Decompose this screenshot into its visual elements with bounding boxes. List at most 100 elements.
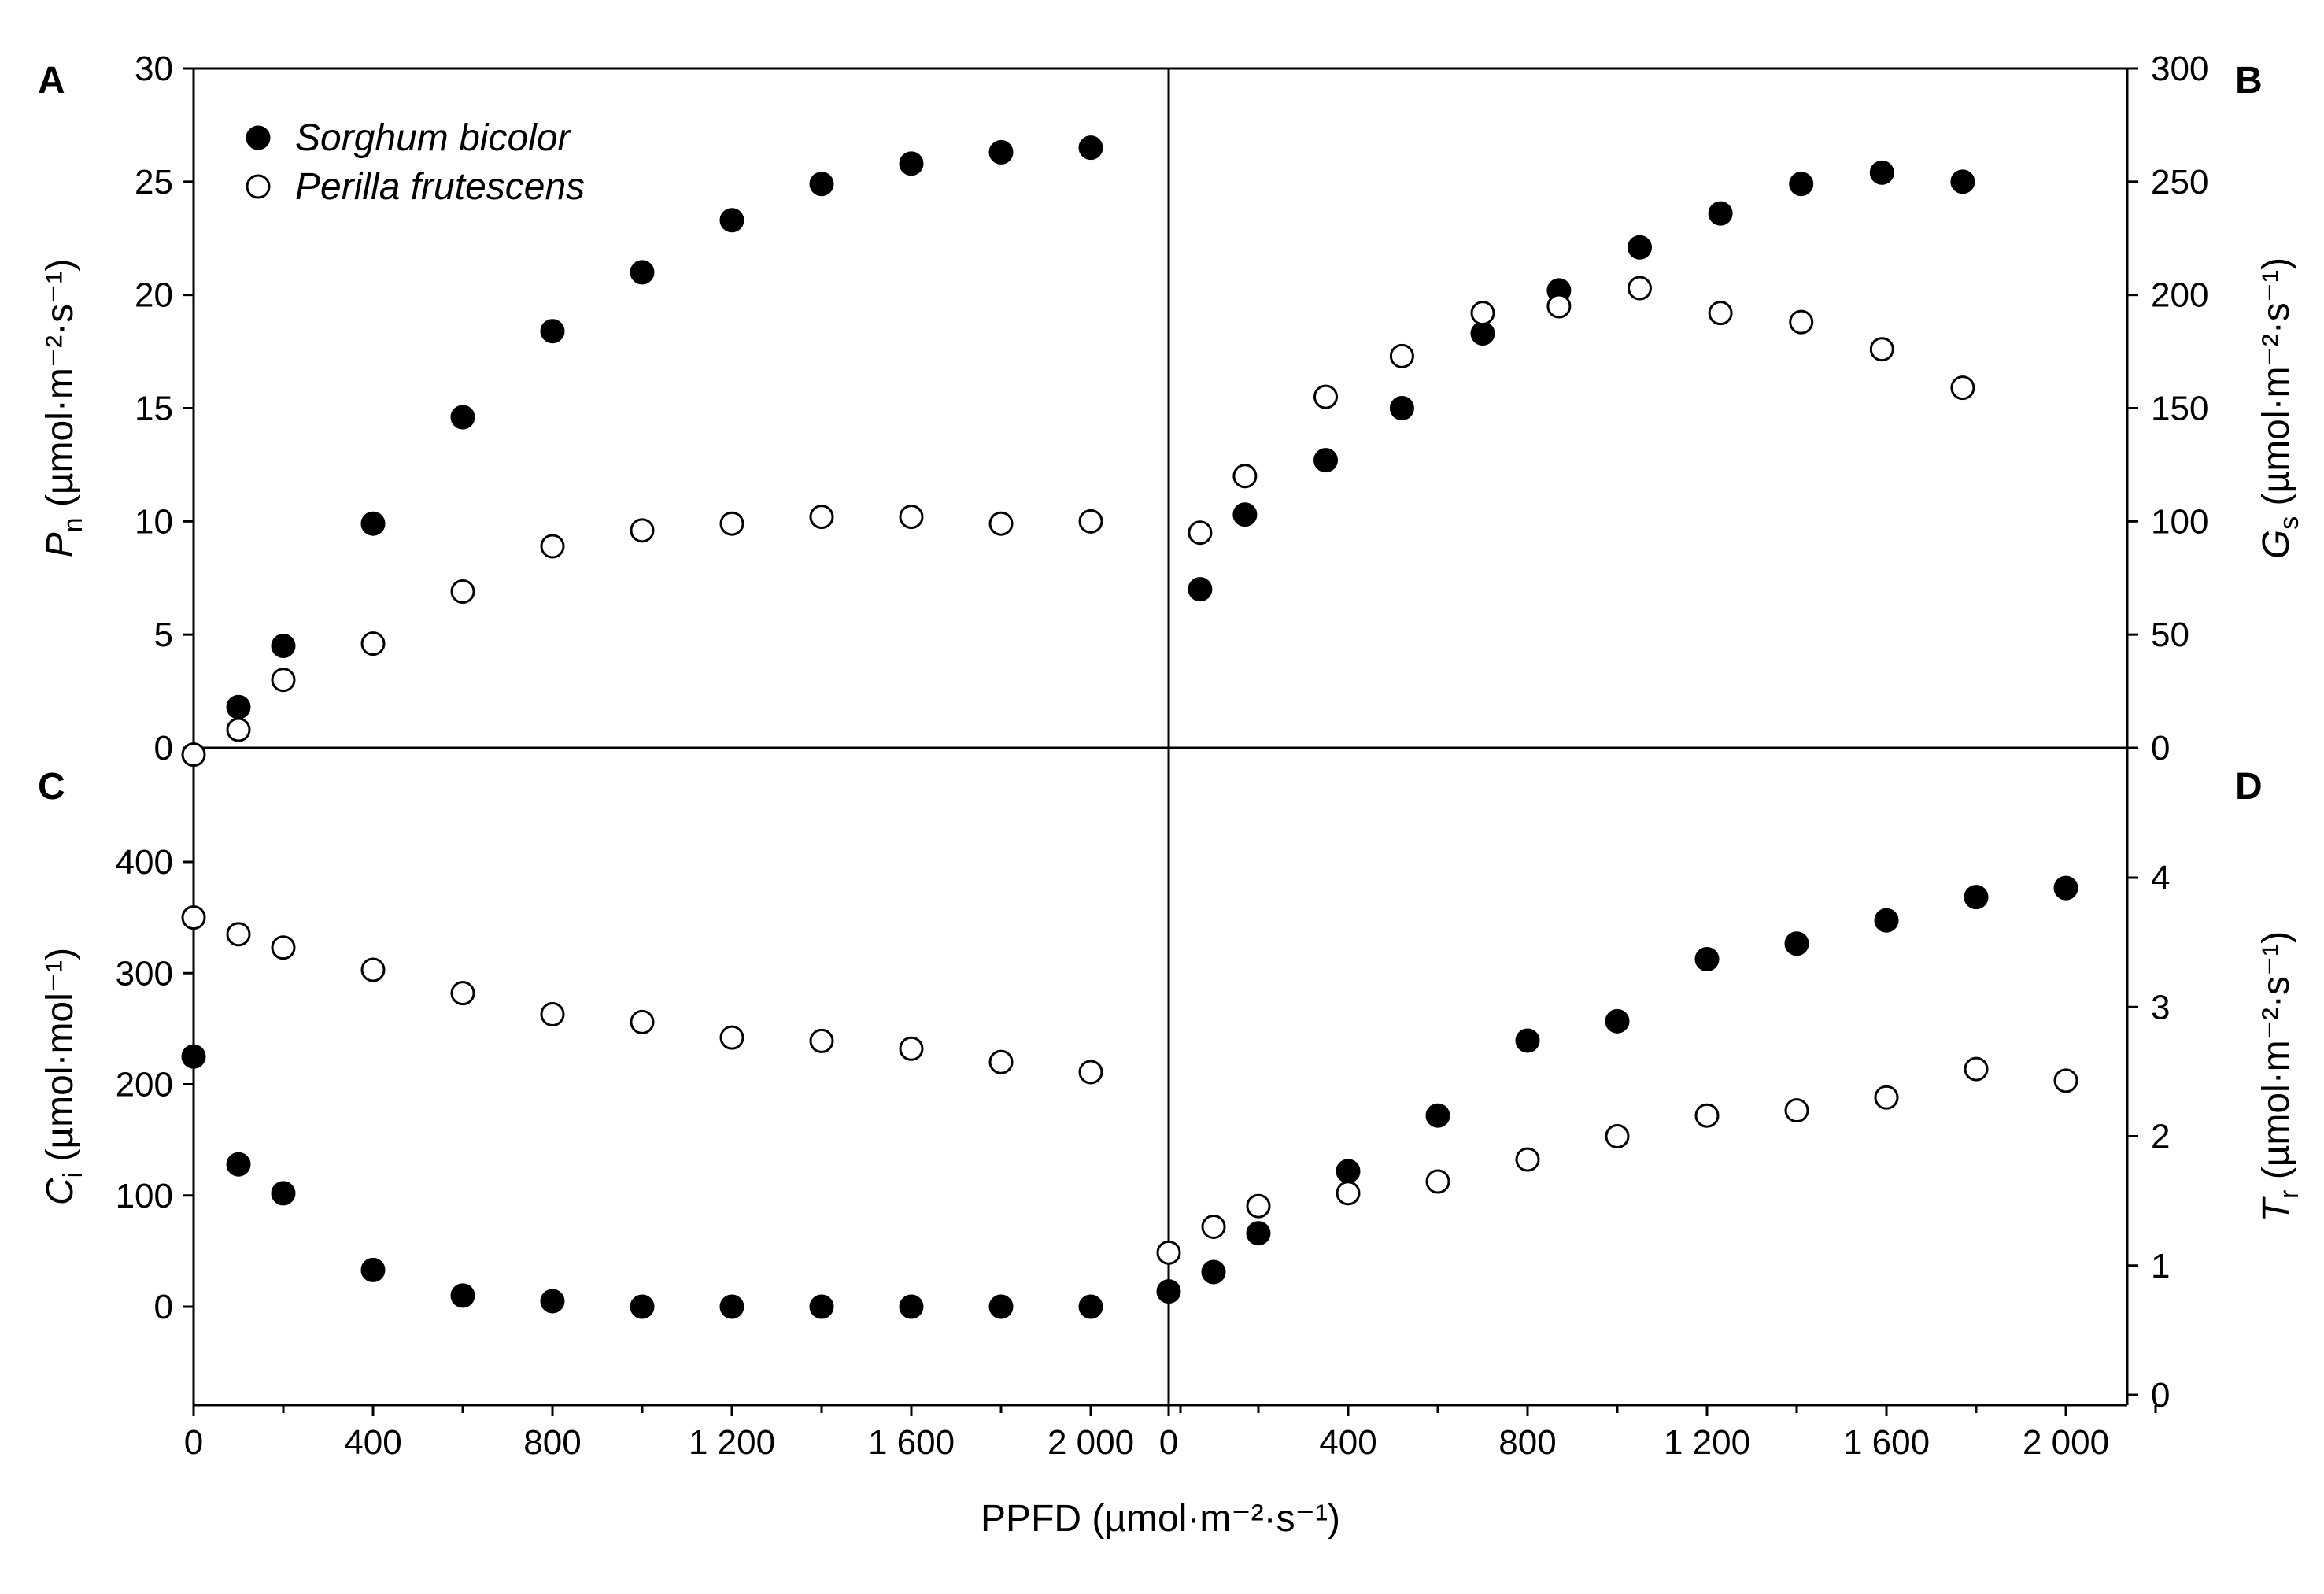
data-point-perilla (1425, 1169, 1450, 1194)
y-tick-label: 25 (135, 163, 173, 202)
y-tick-label: 50 (2151, 616, 2189, 654)
data-point-sorghum (271, 1181, 296, 1206)
y-tick-label: 15 (135, 390, 173, 428)
data-point-sorghum (809, 1294, 834, 1319)
axes-layer (183, 67, 2157, 1416)
data-point-sorghum (271, 634, 296, 659)
legend: Sorghum bicolor Perilla frutescens (246, 117, 585, 208)
data-point-sorghum (1694, 946, 1720, 971)
data-point-perilla (181, 905, 206, 930)
data-point-sorghum (1156, 1279, 1181, 1304)
y-axis-label-symbol: C (39, 1178, 81, 1205)
data-point-sorghum (809, 172, 834, 197)
y-axis-label: Tr (µmol·m⁻²·s⁻¹) (2256, 931, 2304, 1222)
legend-label: Perilla frutescens (295, 166, 585, 208)
data-point-sorghum (1784, 931, 1809, 956)
data-point-sorghum (1470, 321, 1495, 346)
x-tick-label: 2 000 (2023, 1423, 2109, 1462)
data-point-perilla (809, 505, 834, 530)
data-point-sorghum (226, 694, 251, 719)
data-point-sorghum (719, 1294, 744, 1319)
y-axis-label-symbol: G (2256, 530, 2297, 559)
data-point-sorghum (1628, 235, 1652, 260)
data-point-perilla (809, 1028, 834, 1053)
x-tick-label: 1 600 (868, 1423, 955, 1462)
data-point-perilla (1869, 337, 1894, 362)
data-point-perilla (988, 1049, 1014, 1074)
data-point-sorghum (1874, 908, 1899, 933)
x-tick-label: 800 (1498, 1423, 1556, 1462)
y-tick-label: 100 (2151, 502, 2208, 541)
data-point-perilla (899, 505, 924, 530)
y-tick-label: 2 (2151, 1118, 2170, 1156)
data-point-perilla (540, 534, 565, 559)
data-point-perilla (1389, 343, 1414, 368)
data-point-sorghum (1708, 201, 1733, 226)
data-point-perilla (1232, 464, 1258, 489)
y-tick-label: 200 (116, 1066, 173, 1104)
panel-letter-D: D (2235, 766, 2263, 808)
y-tick-label: 10 (135, 502, 173, 541)
y-tick-label: 3 (2151, 988, 2170, 1026)
data-point-perilla (1246, 1193, 1271, 1219)
data-point-sorghum (540, 1289, 565, 1314)
y-axis-label-subscript: r (2274, 1190, 2304, 1199)
y-tick-label: 0 (2151, 1376, 2170, 1415)
data-point-sorghum (719, 208, 744, 233)
data-point-perilla (1515, 1147, 1540, 1172)
y-axis-label-unit: (µmol·mol⁻¹) (39, 948, 81, 1172)
data-point-sorghum (1389, 396, 1414, 420)
y-axis-label-symbol: P (39, 532, 81, 557)
data-point-sorghum (1078, 135, 1103, 161)
data-point-perilla (1605, 1124, 1630, 1148)
data-point-perilla (1964, 1056, 1989, 1082)
y-tick-label: 20 (135, 276, 173, 315)
legend-label: Sorghum bicolor (295, 117, 572, 159)
y-tick-label: 0 (154, 729, 173, 767)
data-point-sorghum (1515, 1028, 1540, 1053)
data-point-sorghum (1789, 172, 1814, 197)
y-tick-label: 100 (116, 1177, 173, 1215)
data-point-perilla (1470, 301, 1495, 326)
data-point-perilla (1156, 1240, 1181, 1265)
y-tick-label: 5 (154, 616, 173, 654)
data-point-sorghum (1605, 1008, 1630, 1034)
data-point-sorghum (181, 1044, 206, 1069)
data-point-perilla (1789, 309, 1814, 335)
data-point-perilla (1201, 1214, 1226, 1239)
data-point-sorghum (630, 1294, 655, 1319)
data-point-perilla (1078, 509, 1103, 534)
data-point-sorghum (1425, 1103, 1450, 1128)
data-point-sorghum (1313, 448, 1338, 473)
x-tick-label: 1 600 (1843, 1423, 1930, 1462)
data-point-sorghum (1232, 502, 1258, 527)
data-point-sorghum (988, 139, 1014, 165)
data-point-sorghum (450, 1283, 475, 1308)
y-tick-label: 0 (154, 1288, 173, 1326)
data-point-perilla (1313, 384, 1338, 409)
data-point-sorghum (899, 151, 924, 176)
data-point-sorghum (2053, 875, 2078, 901)
x-tick-label: 400 (1319, 1423, 1376, 1462)
x-tick-label: 800 (523, 1423, 581, 1462)
data-point-perilla (450, 981, 475, 1006)
data-point-sorghum (630, 260, 655, 285)
data-point-perilla (630, 518, 655, 543)
data-point-perilla (1336, 1181, 1361, 1206)
data-point-perilla (1708, 301, 1733, 326)
data-point-sorghum (1078, 1294, 1103, 1319)
data-point-perilla (1078, 1060, 1103, 1085)
panel-letter-B: B (2235, 60, 2263, 102)
panel-letter-C: C (38, 766, 65, 808)
data-point-perilla (360, 957, 386, 982)
y-axis-label: Pn (µmol·m⁻²·s⁻¹) (39, 259, 88, 558)
y-axis-label-unit: (µmol·m⁻²·s⁻¹) (39, 259, 81, 518)
data-point-sorghum (360, 511, 386, 536)
data-point-sorghum (1950, 169, 1975, 194)
marks-layer (181, 135, 2078, 1319)
y-axis-label-subscript: i (58, 1172, 88, 1178)
y-tick-label: 300 (116, 954, 173, 993)
data-point-perilla (1628, 276, 1652, 301)
